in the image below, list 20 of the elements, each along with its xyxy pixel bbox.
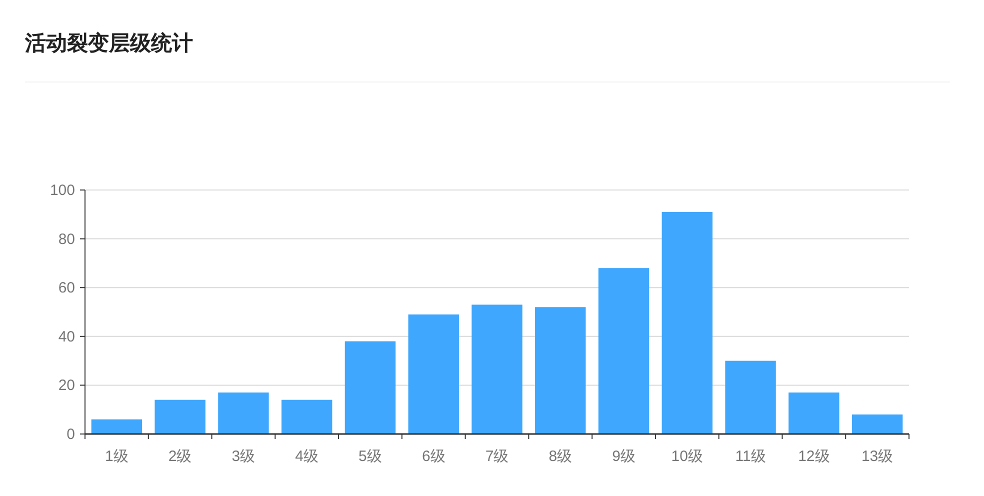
y-tick-label: 0 (66, 426, 75, 443)
y-tick-label: 100 (50, 182, 75, 199)
y-tick-label: 60 (58, 280, 75, 297)
x-tick-label: 5级 (358, 448, 382, 465)
x-tick-label: 1级 (105, 448, 128, 465)
x-tick-label: 4级 (295, 448, 319, 465)
x-tick-label: 6级 (422, 448, 446, 465)
x-tick-label: 2级 (168, 448, 192, 465)
x-tick-label: 12级 (798, 448, 830, 465)
title: 活动裂变层级统计 (25, 32, 193, 55)
x-tick-label: 8级 (548, 448, 572, 465)
x-tick-label: 7级 (485, 448, 509, 465)
y-tick-label: 80 (58, 230, 75, 248)
y-tick-label: 40 (58, 328, 75, 346)
x-tick-label: 10级 (671, 448, 703, 465)
y-tick-label: 20 (58, 377, 75, 394)
x-tick-label: 11级 (735, 448, 766, 465)
x-tick-label: 13级 (861, 448, 894, 465)
x-tick-label: 3级 (232, 448, 256, 465)
x-tick-label: 9级 (612, 448, 636, 465)
